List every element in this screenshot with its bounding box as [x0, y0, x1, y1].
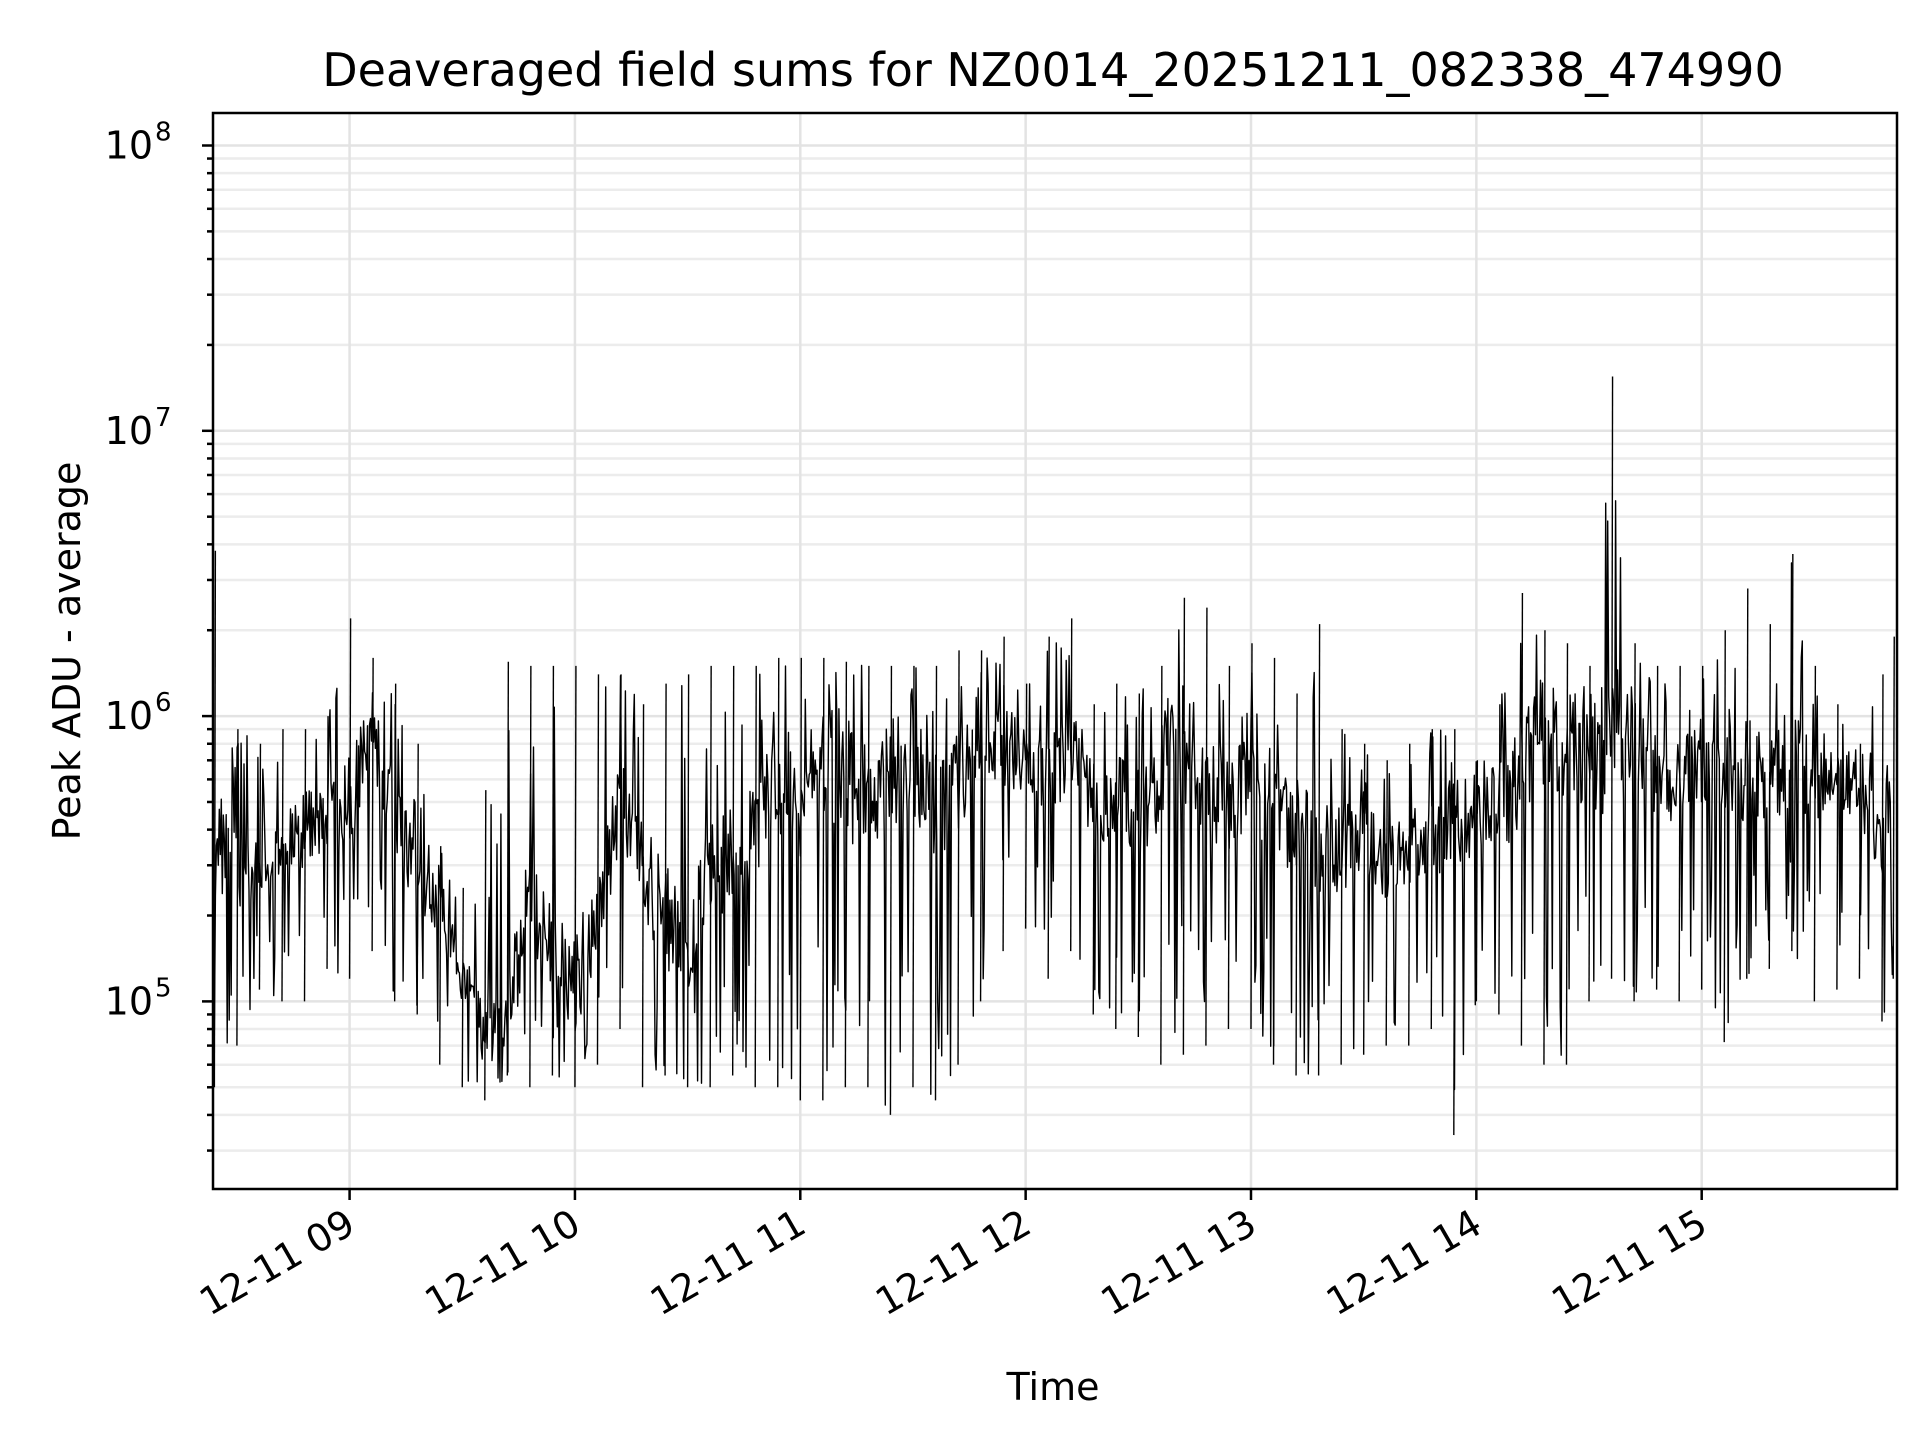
series-spike: [371, 657, 374, 952]
series-spike: [1227, 665, 1231, 1030]
series-spike: [664, 683, 667, 1076]
series-spike: [1892, 636, 1895, 979]
y-axis-label: Peak ADU - average: [45, 462, 89, 841]
series-spike: [236, 729, 239, 1046]
series-spike: [1700, 665, 1704, 990]
x-axis-label: Time: [1006, 1365, 1100, 1409]
series-spike: [1768, 624, 1772, 969]
series-spike: [844, 661, 848, 1088]
series-spike: [1881, 674, 1884, 1022]
series-spike: [822, 657, 825, 1101]
series-spike: [1385, 760, 1388, 1046]
series-spike: [326, 716, 329, 969]
series-spike: [1723, 630, 1726, 1043]
series-spike: [281, 729, 284, 1002]
series-spike: [303, 729, 307, 1002]
series-spike: [912, 665, 915, 1088]
series-spike: [348, 618, 352, 979]
series-spike: [1565, 643, 1569, 1065]
series-spike: [1633, 643, 1636, 1002]
series-spike: [1250, 643, 1253, 1030]
series-spike: [709, 665, 712, 1088]
series-spike: [979, 650, 983, 1002]
series-spike: [1070, 618, 1073, 952]
series-spike: [1475, 760, 1479, 1002]
series-spike: [506, 661, 510, 1076]
y-tick-label: 10: [105, 124, 153, 168]
series-spike: [1655, 665, 1659, 990]
series-spike: [889, 665, 893, 1115]
series-spike: [1746, 588, 1749, 979]
series-spike: [1430, 729, 1433, 1030]
series-spike: [731, 665, 735, 1076]
series-spike: [641, 704, 645, 1088]
y-tick-exponent: 8: [155, 118, 172, 148]
series-spike: [1115, 683, 1118, 1030]
series-spike: [1543, 630, 1546, 1065]
series-spike: [1498, 704, 1501, 1015]
y-tick-exponent: 7: [155, 403, 172, 433]
series-spike: [957, 650, 960, 1065]
y-tick-label: 10: [105, 409, 153, 453]
series-spike: [529, 665, 532, 1088]
series-spike: [1002, 636, 1005, 952]
series-spike: [1047, 636, 1050, 979]
series-spike: [1791, 553, 1794, 952]
series-spike: [461, 887, 464, 1088]
series-spike: [1453, 729, 1456, 1136]
series-spike: [1610, 376, 1614, 979]
series-spike: [1813, 665, 1817, 1002]
series-spike: [1024, 683, 1028, 929]
series-spike: [1588, 665, 1591, 1002]
series-spike: [439, 846, 442, 1065]
series-spike: [1317, 624, 1321, 1076]
y-tick-exponent: 5: [155, 973, 172, 1003]
series-spike: [1408, 743, 1411, 1046]
series-spike: [416, 743, 419, 1015]
series-spike: [1520, 593, 1524, 1046]
series-spike: [1362, 743, 1366, 1055]
series-spike: [484, 790, 487, 1101]
series-line: [213, 500, 1894, 1106]
series-spike: [1678, 665, 1681, 1002]
series-spike: [686, 674, 690, 1088]
series-spike: [1182, 597, 1186, 1055]
series-spike: [619, 674, 622, 1030]
series-spike: [1836, 704, 1839, 990]
series-spike: [596, 674, 600, 1065]
y-tick-label: 10: [105, 694, 153, 738]
series-spike: [574, 665, 577, 1088]
y-tick-exponent: 6: [155, 688, 172, 718]
series-spike: [777, 657, 780, 1088]
series-spike: [754, 665, 757, 1088]
series-spike: [551, 665, 555, 1076]
series-spike: [799, 657, 802, 1101]
series-spike: [1272, 657, 1276, 1065]
series-spike: [1295, 693, 1298, 1076]
series-spike: [213, 550, 217, 1088]
chart-title: Deaveraged field sums for NZ0014_2025121…: [322, 43, 1783, 97]
series-spike: [1858, 743, 1862, 979]
series-spike: [934, 665, 938, 1101]
series-spike: [393, 683, 397, 1002]
series-spike: [1340, 729, 1343, 1065]
series-spike: [1137, 693, 1141, 1038]
series-spike: [867, 665, 870, 1088]
data-series: [213, 376, 1895, 1136]
series-spike: [1160, 665, 1163, 1065]
series-spike: [1092, 704, 1095, 1015]
series-spike: [258, 743, 262, 990]
y-tick-label: 10: [105, 979, 153, 1023]
plot-area-frame: [211, 111, 1899, 1191]
series-spike: [1205, 607, 1208, 1046]
